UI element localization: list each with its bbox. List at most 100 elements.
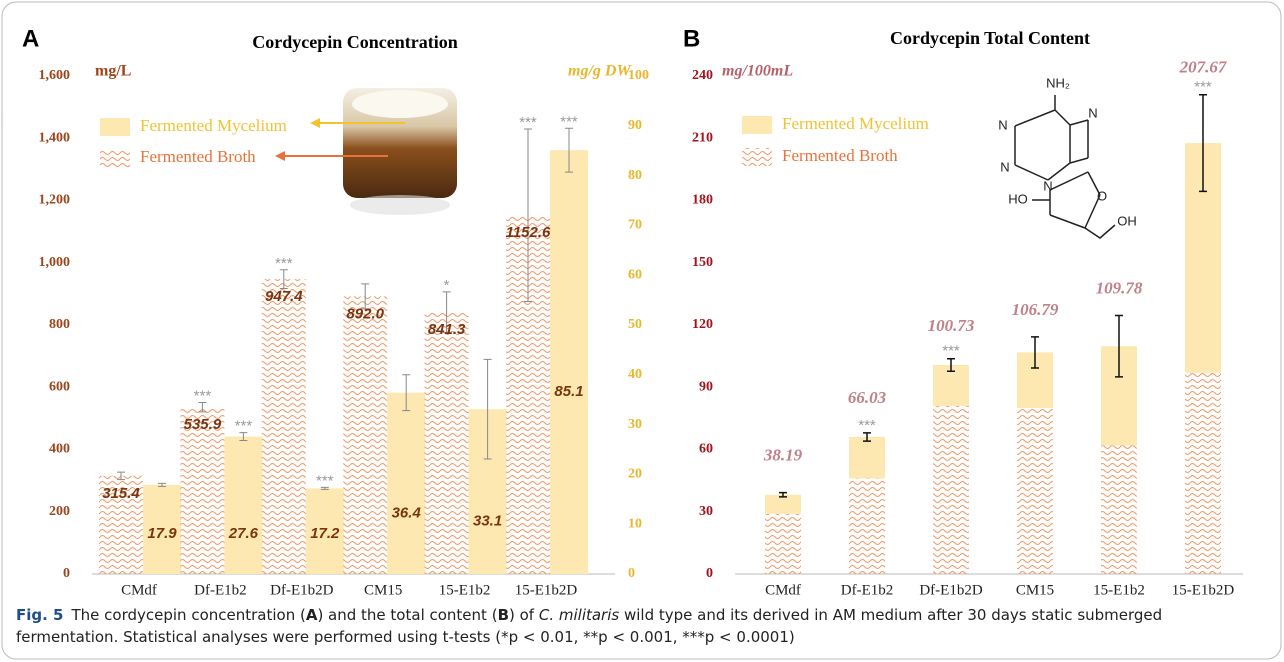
bar: [262, 279, 306, 574]
structure-label: N: [1088, 105, 1097, 120]
total-label: 66.03: [848, 388, 887, 407]
value-label: 535.9: [184, 416, 222, 433]
y-tick-label: 180: [692, 193, 713, 208]
bar-segment: [1185, 373, 1221, 574]
structure-label: N: [1043, 178, 1052, 193]
bar: [425, 312, 469, 574]
structure-label: NH₂: [1046, 75, 1070, 90]
value-label: 85.1: [554, 383, 583, 400]
y-axis-unit: mg/L: [95, 63, 131, 80]
x-tick-label: Df-E1b2: [841, 582, 894, 598]
x-tick-label: Df-E1b2: [194, 582, 247, 598]
y-tick-label: 240: [692, 68, 713, 83]
significance: *: [444, 277, 450, 294]
value-label: 841.3: [428, 321, 466, 338]
y2-tick-label: 60: [628, 267, 642, 282]
significance: ***: [235, 418, 253, 435]
y-tick-label: 800: [49, 317, 70, 332]
jar-photo: [343, 88, 457, 215]
y2-tick-label: 0: [628, 566, 635, 581]
structure-label: HO: [1008, 191, 1028, 206]
legend-swatch: [742, 148, 772, 166]
y2-tick-label: 40: [628, 367, 642, 382]
total-label: 207.67: [1179, 58, 1228, 77]
chart-title: Cordycepin Total Content: [890, 28, 1090, 48]
significance: ***: [194, 388, 212, 405]
bar: [550, 150, 588, 574]
value-label: 315.4: [102, 485, 140, 502]
x-tick-label: 15-E1b2: [439, 582, 491, 598]
y2-tick-label: 80: [628, 168, 642, 183]
caption-text: The cordycepin concentration (: [71, 606, 305, 624]
caption-text: B: [498, 606, 509, 624]
y-tick-label: 150: [692, 255, 713, 270]
significance: ***: [1194, 79, 1212, 96]
caption-text: C. militaris: [539, 606, 619, 624]
figure: A B Cordycepin Concentration Cordycepin …: [0, 0, 1284, 662]
value-label: 17.2: [310, 525, 340, 542]
chemical-structure: [1015, 95, 1115, 238]
y2-tick-label: 30: [628, 417, 642, 432]
bar-segment: [765, 495, 801, 514]
bar-segment: [849, 479, 885, 574]
value-label: 17.9: [147, 525, 177, 542]
caption-label: Fig. 5: [16, 606, 63, 624]
y-tick-label: 0: [63, 566, 70, 581]
bar-segment: [1101, 445, 1137, 574]
total-label: 100.73: [928, 316, 975, 335]
x-tick-label: CMdf: [121, 582, 157, 598]
significance: ***: [316, 472, 334, 489]
legend-label: Fermented Broth: [140, 147, 256, 166]
y2-tick-label: 70: [628, 218, 642, 233]
panel-letter: B: [683, 25, 700, 52]
y-tick-label: 400: [49, 442, 70, 457]
panel-letter: A: [22, 25, 39, 52]
chart-title: Cordycepin Concentration: [252, 32, 458, 52]
x-tick-label: 15-E1b2D: [515, 582, 578, 598]
significance: ***: [519, 114, 537, 131]
total-label: 109.78: [1096, 278, 1143, 297]
legend-label: Fermented Mycelium: [140, 116, 287, 135]
x-tick-label: Df-E1b2D: [270, 582, 333, 598]
structure-label: N: [998, 117, 1007, 132]
x-tick-label: CM15: [1016, 582, 1054, 598]
x-tick-label: 15-E1b2: [1093, 582, 1145, 598]
y2-tick-label: 100: [628, 68, 649, 83]
bar-segment: [1017, 408, 1053, 574]
y-tick-label: 120: [692, 317, 713, 332]
y-tick-label: 1,000: [39, 255, 71, 270]
significance: ***: [560, 113, 578, 130]
value-label: 892.0: [346, 305, 384, 322]
y-axis-unit: mg/100mL: [722, 63, 793, 80]
y-tick-label: 0: [706, 566, 713, 581]
significance: ***: [942, 343, 960, 360]
y-tick-label: 1,400: [39, 130, 71, 145]
x-tick-label: CMdf: [765, 582, 801, 598]
legend-swatch: [742, 116, 772, 134]
total-label: 38.19: [763, 446, 803, 465]
caption-text: ) and the total content (: [317, 606, 497, 624]
structure-label: O: [1097, 188, 1107, 203]
x-tick-label: 15-E1b2D: [1172, 582, 1235, 598]
value-label: 947.4: [265, 288, 303, 305]
y-tick-label: 600: [49, 379, 70, 394]
legend-label: Fermented Mycelium: [782, 114, 929, 133]
bar-segment: [849, 437, 885, 479]
value-label: 27.6: [228, 525, 259, 542]
bar-segment: [765, 514, 801, 574]
caption: Fig. 5 The cordycepin concentration (A) a…: [16, 604, 1266, 648]
value-label: 1152.6: [506, 224, 551, 241]
y2-tick-label: 90: [628, 118, 642, 133]
page: A B Cordycepin Concentration Cordycepin …: [0, 0, 1284, 662]
legend-label: Fermented Broth: [782, 146, 898, 165]
y2-axis-unit: mg/g DW: [568, 63, 632, 80]
y-tick-label: 1,600: [39, 68, 71, 83]
value-label: 36.4: [392, 504, 422, 521]
bar-segment: [933, 406, 969, 574]
caption-text: A: [306, 606, 318, 624]
bar: [387, 393, 425, 574]
structure-label: OH: [1117, 213, 1137, 228]
significance: ***: [858, 417, 876, 434]
structure-label: N: [1000, 159, 1009, 174]
significance: ***: [275, 255, 293, 272]
